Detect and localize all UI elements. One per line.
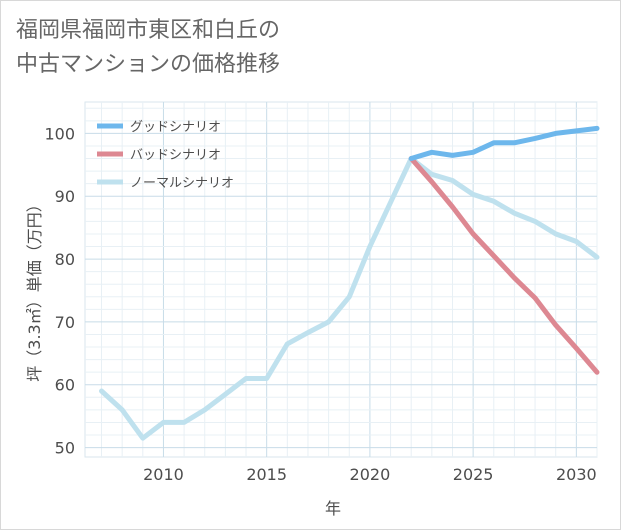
y-tick-label: 80	[55, 250, 75, 269]
legend-label: バッドシナリオ	[130, 148, 221, 163]
series-layer	[99, 125, 600, 441]
tick-labels: 2010 2015 2020 2025 2030 50 60 70 80 90 100	[44, 124, 596, 484]
chart-title: 福岡県福岡市東区和白丘の 中古マンションの価格推移	[16, 18, 281, 77]
y-tick-label: 70	[55, 313, 75, 332]
x-axis-label: 年	[325, 499, 341, 518]
series-line-1	[408, 125, 600, 161]
y-axis-label: 坪（3.3㎡）単価（万円）	[25, 196, 44, 381]
x-tick-label: 2030	[556, 465, 597, 484]
legend-label: ノーマルシナリオ	[130, 176, 234, 191]
legend-label: グッドシナリオ	[130, 120, 221, 135]
x-tick-label: 2015	[246, 465, 287, 484]
x-tick-label: 2010	[143, 465, 184, 484]
y-tick-label: 90	[55, 187, 75, 206]
y-tick-label: 100	[44, 124, 75, 143]
y-tick-label: 60	[55, 376, 75, 395]
x-tick-label: 2025	[453, 465, 494, 484]
series-line-3	[99, 156, 600, 441]
y-tick-label: 50	[55, 439, 75, 458]
x-tick-label: 2020	[350, 465, 391, 484]
series-line-2	[408, 156, 600, 375]
